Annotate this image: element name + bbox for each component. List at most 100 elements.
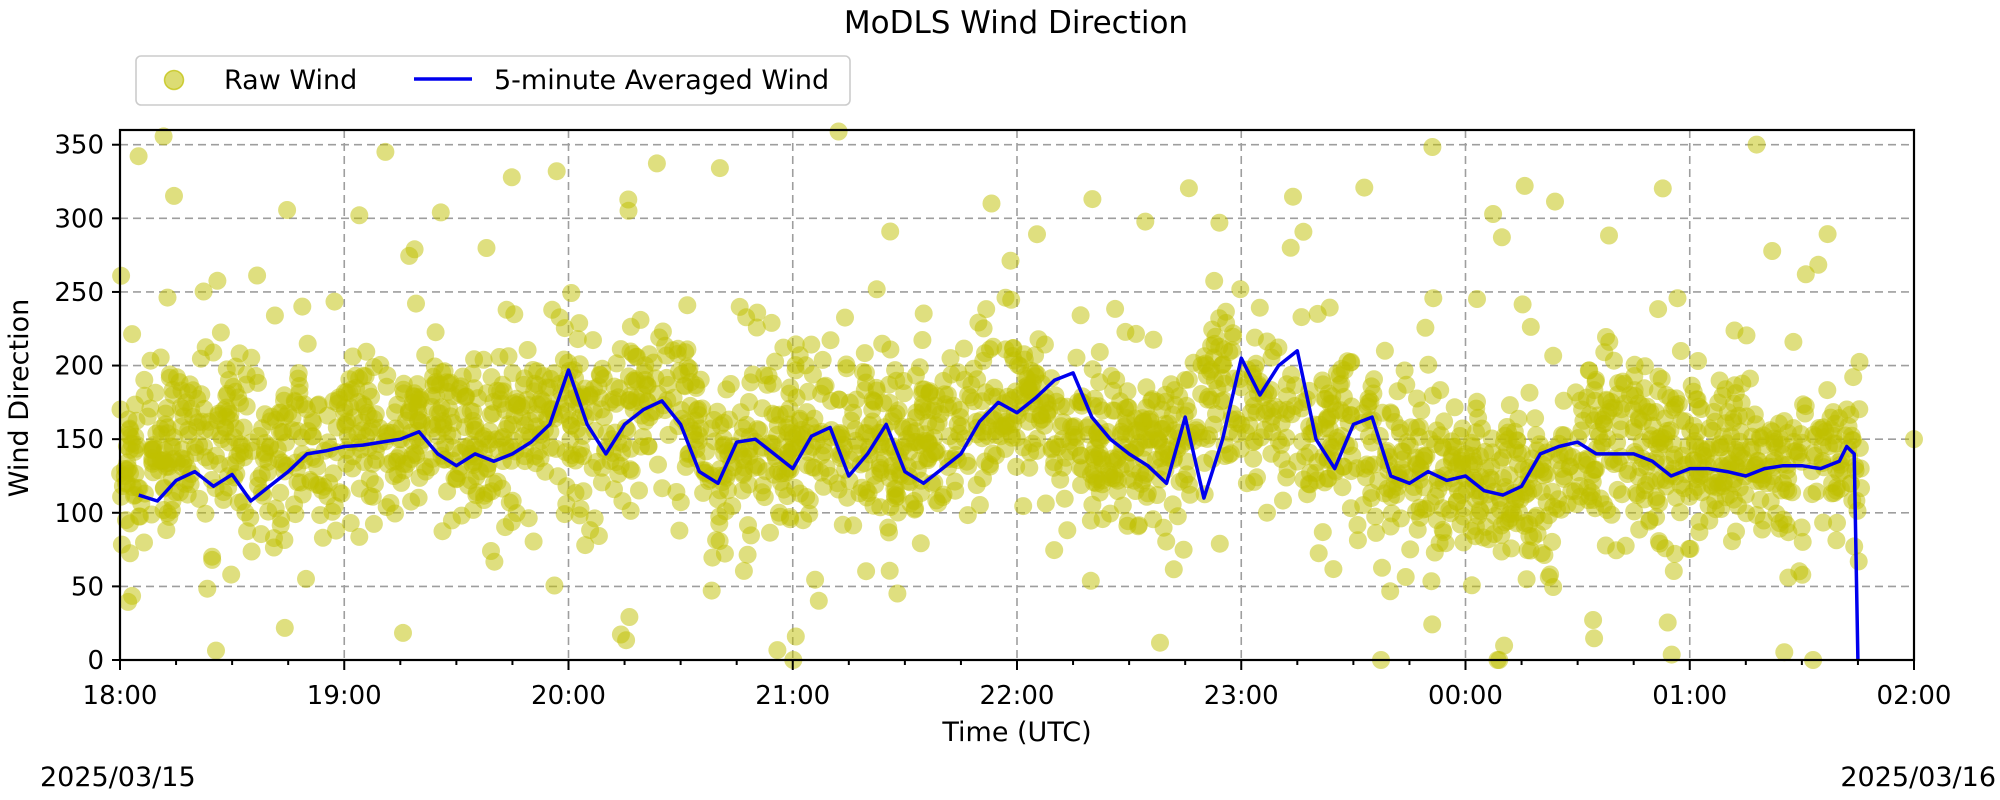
raw-wind-point [252, 525, 271, 544]
raw-wind-point [1508, 443, 1527, 462]
raw-wind-point [1663, 401, 1682, 420]
raw-wind-point [129, 147, 148, 166]
raw-wind-point [1081, 511, 1100, 530]
raw-wind-point [955, 370, 974, 389]
raw-wind-point [974, 351, 993, 370]
raw-wind-point [272, 509, 291, 528]
raw-wind-point [559, 353, 578, 372]
raw-wind-point [799, 382, 818, 401]
raw-wind-point [895, 384, 914, 403]
raw-wind-point [1112, 425, 1131, 444]
raw-wind-point [977, 300, 996, 319]
raw-wind-point [611, 625, 630, 644]
raw-wind-point [394, 374, 413, 393]
raw-wind-point [212, 430, 231, 449]
x-axis-label: Time (UTC) [941, 717, 1091, 748]
y-tick-label: 50 [71, 572, 104, 602]
raw-wind-point [790, 346, 809, 365]
raw-wind-point [1827, 531, 1846, 550]
raw-wind-point [734, 465, 753, 484]
raw-wind-point [748, 420, 767, 439]
raw-wind-point [1737, 326, 1756, 345]
raw-wind-point [734, 561, 753, 580]
raw-wind-point [1192, 385, 1211, 403]
raw-wind-point [1790, 562, 1809, 581]
raw-wind-point [1586, 370, 1605, 389]
raw-wind-point [850, 484, 869, 503]
raw-wind-point [1134, 412, 1153, 431]
raw-wind-point [1641, 430, 1660, 449]
raw-wind-point [242, 542, 261, 561]
raw-wind-point [1469, 506, 1488, 525]
raw-wind-point [141, 399, 160, 418]
raw-wind-point [1367, 523, 1385, 542]
raw-wind-point [1018, 376, 1037, 395]
raw-wind-point [837, 355, 856, 374]
raw-wind-point [650, 328, 669, 347]
raw-wind-point [1727, 522, 1745, 541]
raw-wind-point [733, 481, 752, 500]
raw-wind-point [689, 432, 708, 450]
raw-wind-point [1207, 405, 1225, 424]
raw-wind-point [343, 347, 362, 366]
raw-wind-point [1154, 444, 1173, 463]
raw-wind-point [1818, 225, 1837, 244]
raw-wind-point [1179, 179, 1198, 198]
raw-wind-point [533, 395, 552, 414]
raw-wind-point [505, 305, 524, 324]
raw-wind-point [672, 401, 691, 420]
raw-wind-point [881, 222, 900, 241]
raw-wind-point [1002, 290, 1021, 309]
raw-wind-point [1348, 516, 1367, 534]
raw-wind-point [402, 492, 421, 511]
raw-wind-point [1315, 473, 1334, 492]
raw-wind-point [946, 432, 965, 451]
raw-wind-point [630, 481, 648, 500]
raw-wind-point [996, 416, 1014, 435]
raw-wind-point [488, 472, 507, 491]
raw-wind-point [1366, 507, 1385, 526]
raw-wind-point [840, 471, 859, 490]
raw-wind-point [1388, 382, 1407, 401]
raw-wind-point [910, 358, 929, 377]
raw-wind-point [126, 395, 144, 414]
raw-wind-point [873, 334, 892, 353]
raw-wind-point [1164, 560, 1183, 579]
raw-wind-point [545, 576, 564, 595]
raw-wind-point [179, 426, 198, 444]
x-tick-label: 23:00 [1204, 681, 1279, 711]
raw-wind-point [1526, 409, 1545, 428]
raw-wind-point [1716, 488, 1735, 507]
raw-wind-point [1324, 560, 1343, 579]
raw-wind-point [1814, 513, 1833, 532]
raw-wind-point [562, 284, 581, 302]
raw-wind-point [1600, 226, 1618, 245]
raw-wind-point [1532, 482, 1551, 501]
raw-wind-point [144, 436, 163, 455]
raw-wind-point [703, 466, 721, 485]
raw-wind-point [1615, 394, 1634, 413]
raw-wind-point [141, 351, 160, 370]
raw-wind-point [1022, 361, 1041, 380]
raw-wind-point [1071, 306, 1090, 325]
raw-wind-point [1288, 452, 1307, 471]
raw-wind-point [1596, 536, 1615, 555]
raw-wind-point [1725, 376, 1744, 395]
raw-wind-point [117, 437, 136, 456]
raw-wind-point [363, 454, 382, 473]
raw-wind-point [632, 437, 650, 456]
raw-wind-point [1619, 461, 1638, 480]
raw-wind-point [1775, 643, 1794, 662]
raw-wind-point [570, 506, 589, 525]
raw-wind-point [115, 467, 134, 486]
raw-wind-point [499, 347, 518, 366]
raw-wind-point [1083, 190, 1102, 209]
raw-wind-point [335, 399, 354, 417]
raw-wind-point [165, 186, 183, 205]
raw-wind-point [1255, 420, 1274, 439]
raw-wind-point [1401, 540, 1420, 559]
raw-wind-point [1330, 366, 1349, 385]
raw-wind-point [297, 569, 315, 588]
raw-wind-point [889, 401, 908, 420]
